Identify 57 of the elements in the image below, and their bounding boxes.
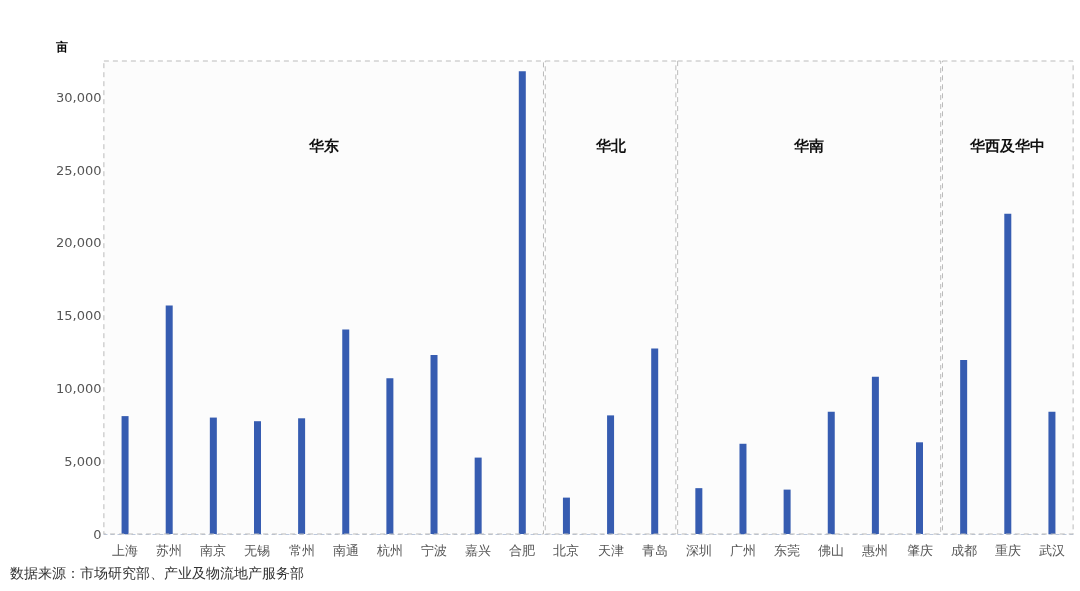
bar [783, 489, 791, 534]
bar [916, 442, 924, 534]
bar [165, 305, 173, 534]
y-tick-label: 15,000 [56, 308, 102, 324]
bar [209, 417, 217, 534]
bar [739, 443, 747, 534]
bar [474, 457, 482, 534]
bar [253, 421, 261, 534]
y-tick-label: 10,000 [56, 380, 102, 396]
band-label: 华西及华中 [969, 137, 1046, 155]
bar [298, 418, 306, 534]
x-tick-label: 嘉兴 [465, 542, 492, 558]
x-tick-label: 肇庆 [906, 542, 933, 558]
bar [871, 376, 879, 534]
bar [1004, 213, 1012, 534]
y-tick-label: 20,000 [56, 235, 102, 251]
bar [607, 415, 615, 534]
x-tick-label: 惠州 [861, 542, 889, 558]
bar [342, 329, 350, 534]
bar [121, 416, 129, 534]
bar [386, 378, 394, 534]
band-label: 华南 [793, 137, 825, 155]
bar [562, 497, 570, 534]
band-label: 华北 [594, 137, 627, 155]
x-tick-label: 南通 [332, 542, 359, 558]
y-tick-label: 5,000 [64, 453, 102, 469]
x-tick-label: 佛山 [818, 542, 845, 558]
bar [651, 348, 659, 534]
x-tick-label: 南京 [200, 542, 227, 558]
x-tick-label: 合肥 [509, 542, 536, 558]
bar [827, 411, 835, 534]
x-tick-label: 成都 [950, 542, 977, 558]
x-tick-label: 青岛 [641, 542, 668, 558]
y-axis-title: 亩 [54, 39, 68, 54]
x-tick-label: 北京 [553, 542, 580, 558]
x-tick-label: 上海 [112, 542, 139, 558]
y-tick-label: 0 [93, 526, 102, 542]
bar [695, 488, 703, 534]
source-note: 数据来源：市场研究部、产业及物流地产服务部 [10, 565, 304, 581]
x-tick-label: 苏州 [156, 542, 183, 558]
bar [430, 354, 438, 534]
y-tick-label: 30,000 [56, 89, 102, 105]
x-tick-label: 深圳 [685, 542, 712, 558]
x-tick-label: 杭州 [375, 542, 403, 558]
x-tick-label: 东莞 [774, 542, 801, 558]
x-tick-label: 常州 [288, 542, 315, 558]
x-tick-label: 宁波 [421, 542, 448, 558]
x-tick-label: 无锡 [244, 542, 271, 558]
bar [518, 71, 526, 534]
band-label: 华东 [307, 137, 339, 155]
x-tick-label: 重庆 [994, 542, 1021, 558]
y-tick-label: 25,000 [56, 162, 102, 178]
x-tick-label: 广州 [729, 542, 756, 558]
bar [960, 360, 968, 534]
bar [1048, 411, 1056, 534]
x-tick-label: 天津 [597, 542, 624, 558]
x-tick-label: 武汉 [1038, 542, 1065, 558]
